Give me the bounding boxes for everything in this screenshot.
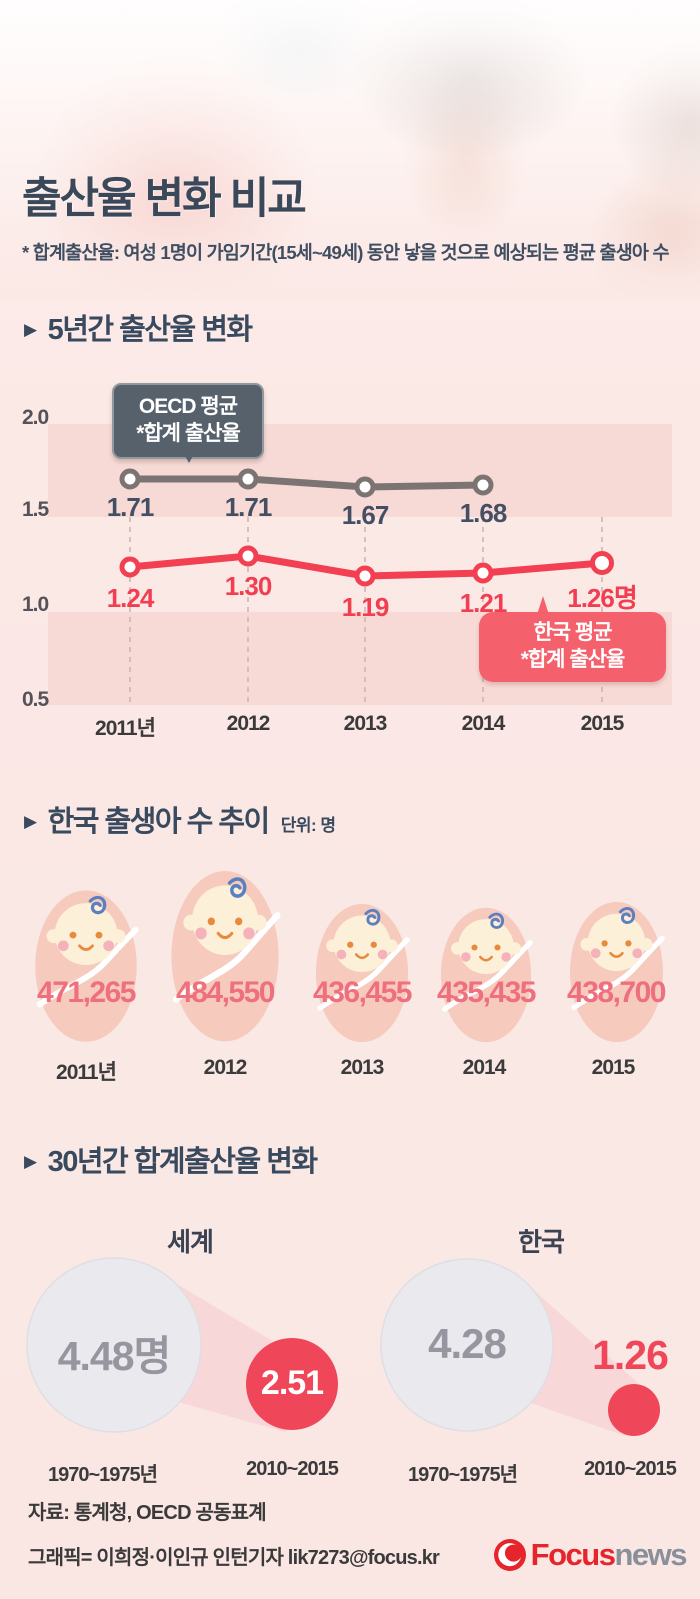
- births-year-2015: 2015: [591, 1056, 636, 1079]
- logo-suffix-text: news: [614, 1537, 687, 1572]
- xtick-2014: 2014: [461, 712, 506, 735]
- korea-callout-line1: 한국 평균: [533, 621, 612, 644]
- xtick-2015: 2015: [580, 712, 625, 735]
- births-year-2011: 2011년: [56, 1061, 117, 1084]
- ytick-0.5: 0.5: [22, 688, 49, 711]
- oecd-callout-line2: *합계 출산율: [136, 421, 241, 445]
- oecd-callout-line1: OECD 평균: [138, 395, 238, 418]
- korea-label: 한국: [518, 1227, 565, 1257]
- world-end-value: 2.51: [260, 1364, 324, 1402]
- page-title: 출산율 변화 비교: [22, 175, 307, 223]
- source-note: 자료: 통계청, OECD 공동표계: [28, 1502, 267, 1524]
- unit-label: 단위: 명: [280, 816, 336, 835]
- baby-icon-2012: [171, 871, 281, 1042]
- section-five-year-header: ▶ 5년간 출산율 변화: [24, 306, 254, 348]
- births-value-2011: 471,265: [37, 976, 136, 1009]
- ytick-1.0: 1.0: [22, 593, 49, 616]
- baby-icon-2014: [440, 907, 533, 1043]
- baby-icon-2011: [35, 890, 139, 1042]
- xtick-2013: 2013: [343, 712, 388, 735]
- ytick-1.5: 1.5: [22, 498, 49, 521]
- focus-news-logo: Focus news: [493, 1537, 687, 1573]
- xtick-2011: 2011년: [95, 717, 156, 740]
- oecd-callout: OECD 평균 *합계 출산율: [112, 383, 264, 463]
- korea-end-value: 1.26: [592, 1332, 669, 1378]
- section-thirty-year-title: 30년간 합계출산율 변화: [47, 1146, 319, 1178]
- world-start-circle: [26, 1257, 202, 1433]
- world-end-period: 2010~2015: [246, 1458, 339, 1480]
- xtick-2012: 2012: [226, 712, 271, 735]
- credit-note: 그래픽= 이희정·이인규 인턴기자 lik7273@focus.kr: [28, 1547, 440, 1569]
- korea-value-2015: 1.26명: [567, 583, 638, 613]
- oecd-value-2012: 1.71: [224, 492, 273, 522]
- world-end-circle: [246, 1338, 338, 1430]
- section-five-year-title: 5년간 출산율 변화: [47, 314, 254, 346]
- oecd-value-2014: 1.68: [459, 498, 508, 528]
- baby-icon-2015: [569, 901, 665, 1043]
- comparison-bubbles-chart: [26, 1257, 660, 1436]
- korea-end-period: 2010~2015: [584, 1458, 677, 1480]
- korea-value-2012: 1.30: [224, 571, 273, 601]
- births-value-2012: 484,550: [176, 976, 275, 1009]
- korea-end-circle: [608, 1384, 660, 1436]
- births-year-2013: 2013: [340, 1056, 385, 1079]
- world-start-period: 1970~1975년: [47, 1464, 158, 1486]
- oecd-points: [119, 468, 494, 498]
- page-subtitle: * 합계출산율: 여성 1명이 가임기간(15세~49세) 동안 낳을 것으로 …: [22, 242, 670, 263]
- logo-brand-text: Focus: [530, 1537, 616, 1572]
- section-arrow-icon: ▶: [24, 812, 37, 831]
- baby-icon-2013: [315, 903, 410, 1043]
- korea-start-value: 4.28: [428, 1320, 507, 1367]
- section-thirty-year-header: ▶ 30년간 합계출산율 변화: [24, 1138, 319, 1180]
- oecd-value-2013: 1.67: [341, 500, 390, 530]
- korea-start-circle: [380, 1258, 554, 1432]
- world-start-value: 4.48명: [57, 1333, 172, 1379]
- births-year-2012: 2012: [203, 1056, 248, 1079]
- ytick-2.0: 2.0: [22, 406, 49, 429]
- korea-start-period: 1970~1975년: [407, 1464, 518, 1486]
- section-arrow-icon: ▶: [24, 1152, 37, 1171]
- births-year-2014: 2014: [462, 1056, 507, 1079]
- oecd-line: [126, 475, 487, 491]
- header-photo-family: [0, 0, 700, 300]
- korea-callout: 한국 평균 *합계 출산율: [479, 596, 666, 682]
- korea-value-2011: 1.24: [106, 583, 155, 613]
- births-value-2013: 436,455: [313, 976, 412, 1009]
- section-arrow-icon: ▶: [24, 320, 37, 339]
- section-births-title: 한국 출생아 수 추이: [47, 806, 271, 838]
- section-births-header: ▶ 한국 출생아 수 추이 단위: 명: [24, 798, 336, 840]
- oecd-value-2011: 1.71: [106, 492, 155, 522]
- korea-points: [119, 545, 614, 587]
- korea-value-2013: 1.19: [341, 592, 390, 622]
- births-value-2014: 435,435: [437, 976, 536, 1009]
- births-value-2015: 438,700: [567, 976, 666, 1009]
- world-label: 세계: [167, 1227, 214, 1257]
- focus-news-logo-icon: [493, 1539, 526, 1571]
- korea-callout-line2: *합계 출산율: [520, 647, 626, 671]
